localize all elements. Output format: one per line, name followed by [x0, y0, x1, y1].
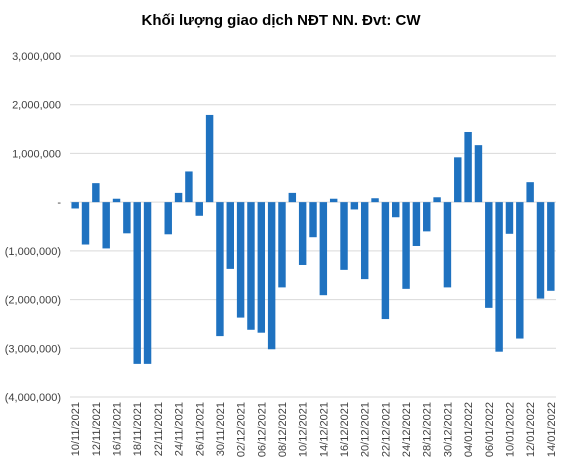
bar: [185, 171, 193, 203]
x-tick-label: 02/12/2021: [236, 402, 248, 457]
bar: [360, 202, 369, 280]
bar: [464, 131, 472, 203]
bar: [112, 198, 121, 203]
bar: [381, 202, 390, 320]
bar: [412, 202, 421, 246]
bar: [371, 198, 379, 203]
x-tick-label: 12/01/2022: [525, 402, 537, 457]
bar: [226, 202, 234, 269]
bar: [247, 202, 255, 330]
bar: [547, 202, 555, 291]
bar: [143, 202, 152, 364]
bar: [329, 198, 338, 203]
bar: [402, 202, 410, 289]
x-tick-label: 10/11/2021: [70, 402, 82, 456]
y-tick-label: 3,000,000: [12, 51, 61, 63]
bar: [474, 145, 483, 203]
bar: [267, 202, 276, 350]
x-tick-label: 12/11/2021: [91, 402, 103, 456]
bar: [205, 114, 214, 203]
bar: [81, 202, 90, 245]
x-tick-label: 16/11/2021: [112, 402, 124, 456]
bar: [298, 202, 307, 265]
y-tick-label: (4,000,000): [5, 392, 61, 404]
bar: [340, 202, 348, 270]
x-tick-label: 14/12/2021: [318, 402, 330, 457]
bar: [319, 202, 328, 296]
y-axis-tick-labels: 3,000,000 2,000,000 1,000,000 - (1,000,000) (…: [5, 51, 62, 404]
x-tick-label: 08/12/2021: [277, 402, 289, 457]
x-tick-label: 24/11/2021: [174, 402, 186, 456]
bar: [392, 202, 400, 218]
bar: [216, 202, 224, 337]
bar: [123, 202, 131, 234]
bar: [516, 202, 524, 339]
x-tick-label: 24/12/2021: [401, 402, 413, 457]
y-tick-label: (1,000,000): [5, 246, 61, 258]
x-tick-label: 20/12/2021: [360, 402, 372, 457]
bar: [350, 202, 359, 210]
bar: [495, 202, 503, 352]
bar: [505, 202, 514, 234]
x-tick-label: 18/11/2021: [132, 402, 144, 456]
bar: [443, 202, 452, 288]
y-tick-label: -: [57, 197, 61, 209]
bar: [288, 192, 297, 203]
bar: [454, 157, 462, 203]
x-tick-label: 06/01/2022: [484, 402, 496, 457]
bar: [164, 202, 172, 235]
chart-title: Khối lượng giao dịch NĐT NN. Đvt: CW: [141, 12, 421, 29]
y-tick-label: 2,000,000: [12, 100, 61, 112]
bar: [133, 202, 141, 364]
x-tick-label: 30/12/2021: [442, 402, 454, 457]
bar: [433, 197, 441, 203]
x-tick-label: 10/12/2021: [298, 402, 310, 457]
x-tick-label: 26/11/2021: [194, 402, 206, 456]
x-tick-label: 06/12/2021: [256, 402, 268, 457]
bar: [526, 182, 534, 203]
x-tick-label: 22/11/2021: [153, 402, 165, 456]
y-tick-label: (3,000,000): [5, 343, 61, 355]
bar: [71, 202, 79, 209]
bar: [195, 202, 203, 216]
x-tick-label: 14/01/2022: [546, 402, 558, 457]
bar: [92, 183, 100, 203]
x-tick-label: 16/12/2021: [339, 402, 351, 457]
x-tick-label: 04/01/2022: [463, 402, 475, 457]
y-tick-label: (2,000,000): [5, 295, 61, 307]
bar: [257, 202, 266, 333]
bar: [536, 202, 545, 299]
bar: [485, 202, 493, 308]
bar: [278, 202, 286, 288]
x-tick-label: 28/12/2021: [422, 402, 434, 457]
bars: [71, 114, 555, 364]
x-axis-tick-labels: 10/11/2021 12/11/2021 16/11/2021 18/11/2021…: [70, 402, 558, 457]
x-tick-label: 30/11/2021: [215, 402, 227, 456]
bar: [423, 202, 431, 232]
bar: [102, 202, 110, 249]
bar: [236, 202, 245, 318]
y-tick-label: 1,000,000: [12, 148, 61, 160]
x-tick-label: 10/01/2022: [504, 402, 516, 457]
bar: [174, 192, 183, 203]
x-tick-label: 22/12/2021: [380, 402, 392, 457]
bar: [309, 202, 317, 238]
